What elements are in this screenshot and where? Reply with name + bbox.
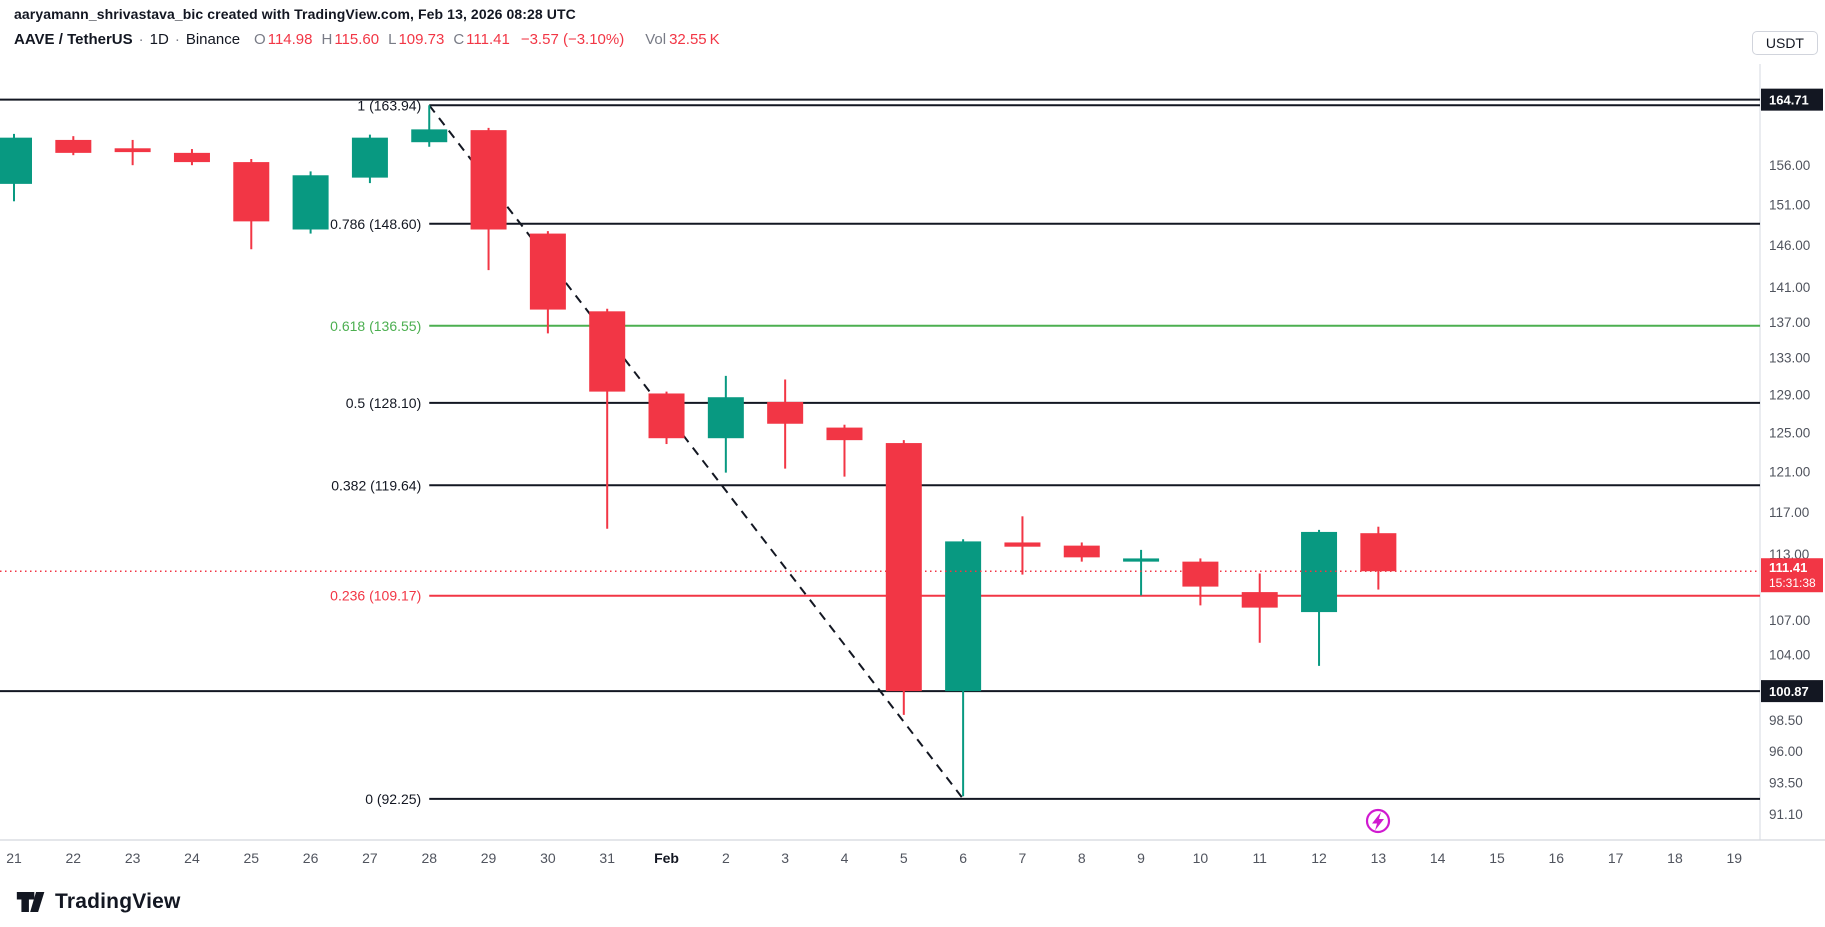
svg-text:13: 13 [1371, 850, 1387, 866]
svg-text:151.00: 151.00 [1769, 197, 1810, 212]
svg-text:117.00: 117.00 [1769, 505, 1809, 520]
svg-text:133.00: 133.00 [1769, 351, 1810, 366]
svg-text:19: 19 [1726, 850, 1742, 866]
high-label: H [321, 31, 333, 48]
svg-text:129.00: 129.00 [1769, 387, 1810, 402]
svg-text:6: 6 [959, 850, 967, 866]
svg-text:146.00: 146.00 [1769, 238, 1810, 253]
svg-text:27: 27 [362, 850, 378, 866]
svg-text:1 (163.94): 1 (163.94) [357, 97, 421, 113]
svg-text:8: 8 [1078, 850, 1086, 866]
price-line-badge: 164.71 [1761, 88, 1823, 111]
svg-text:29: 29 [481, 850, 497, 866]
symbol-legend-row: AAVE / TetherUS · 1D · Binance O 114.98 H… [14, 31, 720, 48]
svg-text:31: 31 [599, 850, 615, 866]
footer-bar: TradingView [16, 889, 181, 915]
close-value: 111.41 [466, 31, 510, 48]
svg-text:0.236 (109.17): 0.236 (109.17) [330, 588, 421, 604]
svg-text:164.71: 164.71 [1769, 93, 1809, 108]
interval-label[interactable]: 1D [149, 31, 169, 48]
svg-text:22: 22 [66, 850, 82, 866]
svg-text:4: 4 [841, 850, 849, 866]
legend-separator: · [138, 31, 144, 48]
svg-text:26: 26 [303, 850, 319, 866]
svg-text:25: 25 [243, 850, 259, 866]
svg-text:30: 30 [540, 850, 556, 866]
svg-text:5: 5 [900, 850, 908, 866]
svg-text:91.10: 91.10 [1769, 807, 1803, 822]
svg-text:137.00: 137.00 [1769, 315, 1810, 330]
svg-text:21: 21 [6, 850, 22, 866]
fib-retracement-drawing[interactable]: 1 (163.94) 0.786 (148.60) 0.618 (136.55) 0.… [330, 97, 1760, 807]
open-label: O [254, 31, 266, 48]
svg-text:2: 2 [722, 850, 730, 866]
time-axis[interactable]: 21 22 23 24 25 26 27 28 29 30 31 Feb 2 3 4 5 6 7 8 9 10 11 12 1… [6, 850, 1742, 866]
ohlc-values: O 114.98 H 115.60 L 109.73 C 111.41 −3.57 (−… [254, 31, 720, 48]
svg-text:0 (92.25): 0 (92.25) [365, 791, 421, 807]
svg-text:100.87: 100.87 [1769, 684, 1809, 699]
price-line-badge: 100.87 [1761, 680, 1823, 703]
svg-text:107.00: 107.00 [1769, 613, 1810, 628]
currency-button[interactable]: USDT [1751, 31, 1818, 55]
svg-text:16: 16 [1549, 850, 1565, 866]
svg-text:17: 17 [1608, 850, 1624, 866]
legend-separator: · [174, 31, 180, 48]
open-value: 114.98 [267, 31, 313, 48]
svg-text:10: 10 [1193, 850, 1209, 866]
axis-borders [0, 64, 1825, 841]
attribution-bar: aaryamann_shrivastava_bic created with T… [14, 6, 576, 22]
svg-text:12: 12 [1311, 850, 1327, 866]
exchange-label: Binance [185, 31, 241, 48]
price-axis[interactable]: 156.00 151.00 146.00 141.00 137.00 133.00 129.… [1769, 158, 1810, 822]
attribution-text: aaryamann_shrivastava_bic created with T… [14, 6, 576, 22]
low-label: L [388, 31, 397, 48]
svg-text:15:31:38: 15:31:38 [1769, 576, 1816, 590]
volume-label: Vol [645, 31, 667, 48]
svg-text:98.50: 98.50 [1769, 713, 1803, 728]
svg-text:0.618 (136.55): 0.618 (136.55) [330, 318, 421, 334]
svg-text:125.00: 125.00 [1769, 425, 1810, 440]
svg-text:23: 23 [125, 850, 141, 866]
svg-text:3: 3 [781, 850, 789, 866]
svg-text:0.382 (119.64): 0.382 (119.64) [331, 477, 421, 493]
volume-value: 32.55 K [669, 31, 720, 48]
svg-text:104.00: 104.00 [1769, 647, 1810, 662]
svg-text:111.41: 111.41 [1769, 560, 1807, 575]
svg-text:93.50: 93.50 [1769, 776, 1803, 791]
svg-text:24: 24 [184, 850, 200, 866]
svg-text:96.00: 96.00 [1769, 744, 1803, 759]
svg-text:15: 15 [1489, 850, 1505, 866]
svg-text:0.786 (148.60): 0.786 (148.60) [330, 216, 421, 232]
svg-text:18: 18 [1667, 850, 1683, 866]
svg-text:156.00: 156.00 [1769, 158, 1810, 173]
high-value: 115.60 [334, 31, 380, 48]
tradingview-logo-icon[interactable] [16, 889, 46, 915]
close-label: C [453, 31, 465, 48]
low-value: 109.73 [398, 31, 445, 48]
svg-text:28: 28 [421, 850, 437, 866]
svg-text:14: 14 [1430, 850, 1446, 866]
symbol-title[interactable]: AAVE / TetherUS [14, 31, 133, 48]
svg-text:Feb: Feb [654, 850, 679, 866]
candlestick-series [0, 105, 1397, 797]
svg-text:0.5 (128.10): 0.5 (128.10) [346, 395, 422, 411]
svg-text:9: 9 [1137, 850, 1145, 866]
svg-text:11: 11 [1252, 850, 1267, 866]
svg-text:141.00: 141.00 [1769, 280, 1810, 295]
trend-line-drawing[interactable] [428, 104, 964, 800]
svg-text:121.00: 121.00 [1769, 465, 1810, 480]
svg-text:7: 7 [1019, 850, 1027, 866]
lightning-icon[interactable] [1365, 808, 1391, 834]
tradingview-logo-text[interactable]: TradingView [55, 890, 181, 913]
change-value: −3.57 (−3.10%) [520, 31, 625, 48]
